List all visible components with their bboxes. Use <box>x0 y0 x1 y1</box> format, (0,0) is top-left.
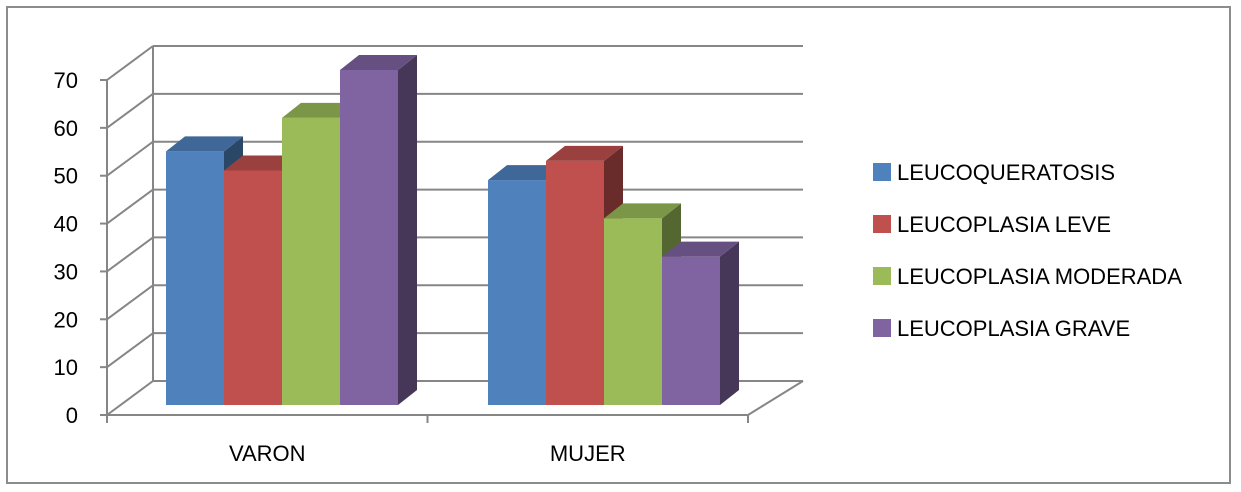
legend-swatch <box>873 267 891 285</box>
legend-label: LEUCOQUERATOSIS <box>897 160 1115 185</box>
bar <box>340 55 417 405</box>
bar-top <box>282 102 359 118</box>
bar <box>662 241 739 405</box>
y-tick-label: 60 <box>54 116 78 141</box>
bar-front <box>166 151 224 405</box>
bar-top <box>662 241 739 257</box>
bar-front <box>604 218 662 405</box>
bar-front <box>224 170 282 405</box>
axes: 0 10 20 30 40 50 60 70 VARON MUJER <box>54 68 749 466</box>
bar-top <box>166 136 243 152</box>
legend-label: LEUCOPLASIA LEVE <box>897 212 1111 237</box>
gridline-depth <box>106 284 154 321</box>
bars <box>166 55 739 405</box>
x-tick-label: MUJER <box>550 441 626 466</box>
legend-label: LEUCOPLASIA GRAVE <box>897 316 1130 341</box>
legend-item: LEUCOPLASIA LEVE <box>873 212 1111 237</box>
gridline-depth <box>106 380 154 416</box>
bar-front <box>340 70 398 405</box>
y-tick-label: 40 <box>54 212 78 237</box>
bar-top <box>340 55 417 70</box>
gridline-depth <box>106 236 154 273</box>
legend-swatch <box>873 163 891 181</box>
y-tick-label: 30 <box>54 259 78 284</box>
legend-label: LEUCOPLASIA MODERADA <box>897 264 1182 289</box>
gridline-depth <box>106 45 154 81</box>
gridline-depth <box>106 188 154 225</box>
legend-item: LEUCOPLASIA GRAVE <box>873 316 1130 341</box>
y-tick-label: 20 <box>54 307 78 332</box>
bar-front <box>282 117 340 405</box>
floor-edge <box>747 380 804 416</box>
gridline-depth <box>106 140 154 177</box>
bar-side <box>720 241 739 405</box>
gridline-depth <box>106 332 154 368</box>
bar-top <box>604 203 681 219</box>
y-tick-label: 50 <box>54 164 78 189</box>
y-tick-label: 10 <box>54 355 78 380</box>
bar-front <box>488 180 546 405</box>
bar-front <box>546 160 604 405</box>
y-tick-label: 70 <box>54 68 78 93</box>
bar-top <box>488 165 565 181</box>
bar-front <box>662 256 720 405</box>
legend-item: LEUCOQUERATOSIS <box>873 160 1115 185</box>
bar-top <box>546 145 623 161</box>
bar-side <box>398 55 417 405</box>
gridline-depth <box>106 93 154 129</box>
legend: LEUCOQUERATOSIS LEUCOPLASIA LEVE LEUCOPLAS… <box>873 160 1182 341</box>
legend-swatch <box>873 215 891 233</box>
y-tick-label: 0 <box>66 403 78 428</box>
legend-item: LEUCOPLASIA MODERADA <box>873 264 1182 289</box>
x-tick-label: VARON <box>229 441 306 466</box>
bar-top <box>224 155 301 171</box>
legend-swatch <box>873 319 891 337</box>
